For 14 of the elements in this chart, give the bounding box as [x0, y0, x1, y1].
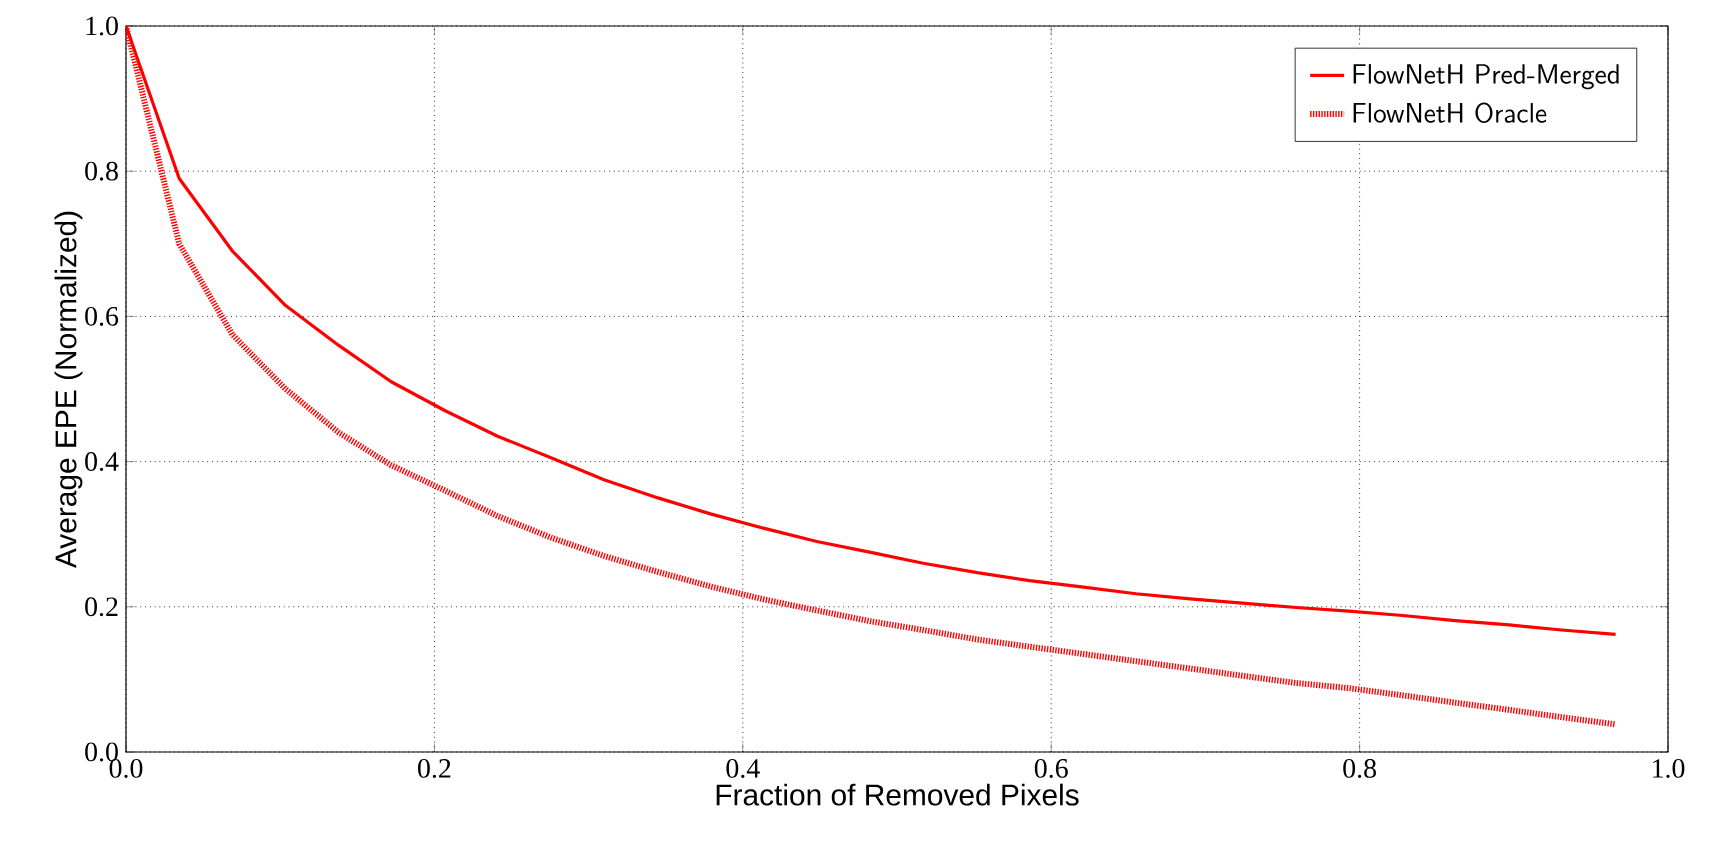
- legend-label: FlowNetH Oracle: [1353, 102, 1547, 124]
- y-tick-label: 0.8: [85, 161, 118, 181]
- legend-label: FlowNetH Pred-Merged: [1353, 64, 1619, 90]
- x-axis-title: Fraction of Removed Pixels: [716, 783, 1079, 806]
- x-tick-label: 0.2: [418, 759, 451, 778]
- x-tick-label: 0.8: [1343, 759, 1376, 778]
- y-axis-title: Average EPE (Normalized): [54, 211, 83, 569]
- y-tick-label: 1.0: [86, 16, 118, 36]
- y-tick-label: 0.2: [85, 597, 118, 617]
- x-tick-label: 1.0: [1653, 759, 1685, 778]
- y-tick-label: 0.4: [85, 452, 119, 472]
- y-tick-label: 0.6: [85, 306, 119, 326]
- x-tick-label: 0.4: [726, 759, 760, 778]
- x-tick-label: 0.6: [1034, 759, 1068, 778]
